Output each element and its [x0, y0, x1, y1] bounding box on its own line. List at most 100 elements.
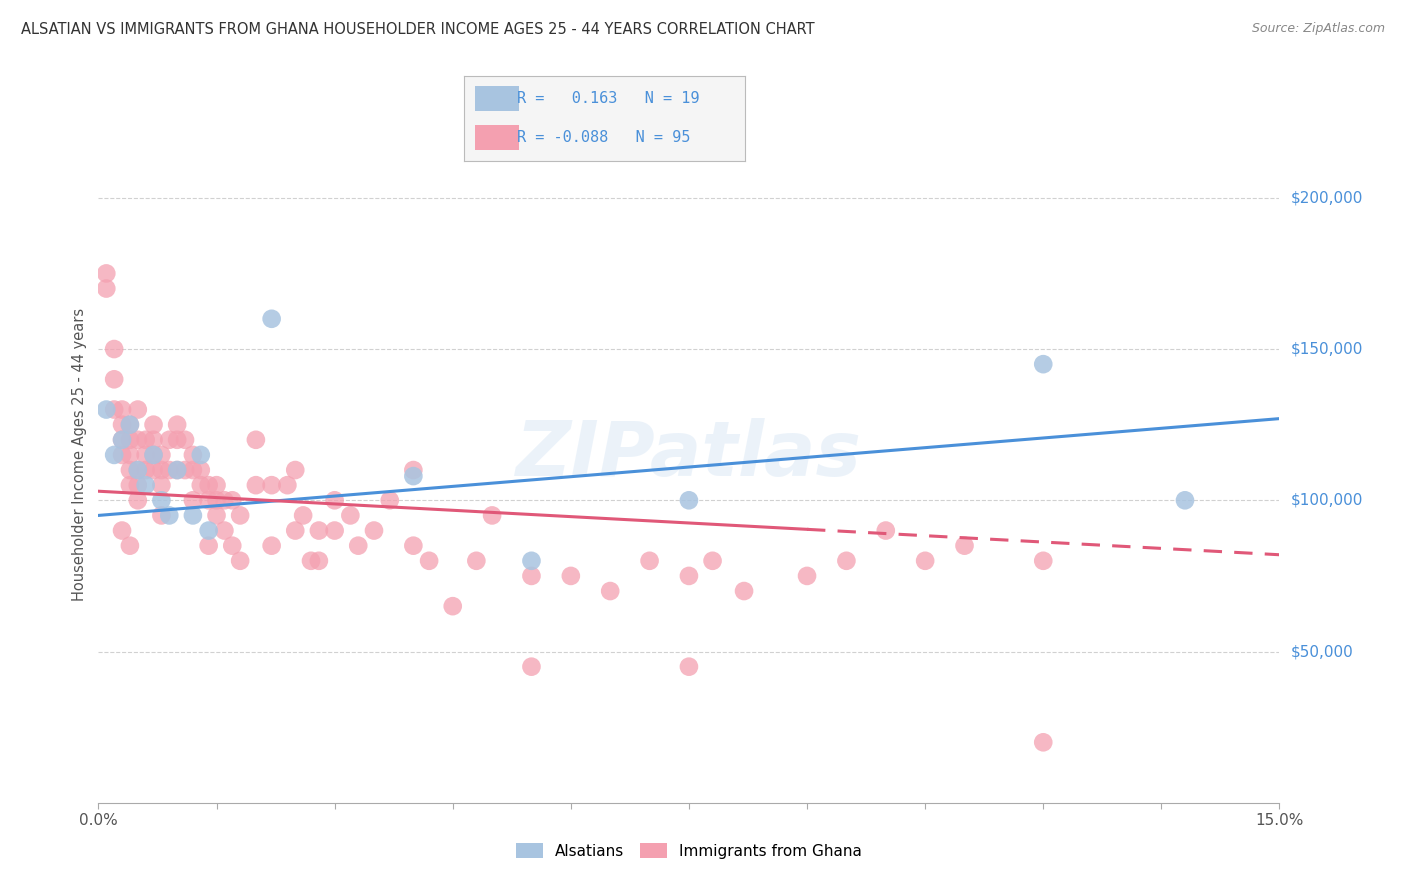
- Point: [245, 433, 267, 447]
- Point: [127, 463, 149, 477]
- Point: [150, 493, 173, 508]
- Point: [678, 569, 700, 583]
- Point: [142, 448, 165, 462]
- Point: [197, 478, 219, 492]
- Point: [157, 508, 180, 523]
- Point: [299, 554, 322, 568]
- Point: [157, 433, 180, 447]
- Point: [118, 539, 141, 553]
- Point: [323, 493, 346, 508]
- Point: [181, 493, 204, 508]
- Point: [520, 569, 543, 583]
- Y-axis label: Householder Income Ages 25 - 44 years: Householder Income Ages 25 - 44 years: [72, 309, 87, 601]
- Point: [599, 584, 621, 599]
- Point: [142, 448, 165, 462]
- Text: $100,000: $100,000: [1291, 492, 1362, 508]
- Point: [1032, 357, 1054, 371]
- Point: [1032, 554, 1054, 568]
- Point: [678, 659, 700, 673]
- Point: [221, 539, 243, 553]
- Point: [197, 524, 219, 538]
- Point: [402, 539, 425, 553]
- Text: ALSATIAN VS IMMIGRANTS FROM GHANA HOUSEHOLDER INCOME AGES 25 - 44 YEARS CORRELAT: ALSATIAN VS IMMIGRANTS FROM GHANA HOUSEH…: [21, 22, 814, 37]
- Bar: [475, 125, 519, 151]
- Point: [875, 524, 897, 538]
- Point: [284, 463, 307, 477]
- Point: [1032, 735, 1054, 749]
- Bar: [475, 86, 519, 112]
- Point: [276, 478, 298, 492]
- Point: [135, 478, 157, 492]
- Point: [308, 554, 330, 568]
- Point: [174, 463, 197, 477]
- Point: [378, 493, 401, 508]
- Point: [166, 417, 188, 432]
- Point: [347, 539, 370, 553]
- Point: [363, 524, 385, 538]
- Point: [205, 478, 228, 492]
- Point: [135, 448, 157, 462]
- Point: [402, 469, 425, 483]
- Point: [638, 554, 661, 568]
- Point: [190, 478, 212, 492]
- Point: [127, 433, 149, 447]
- Text: $150,000: $150,000: [1291, 342, 1362, 357]
- Point: [96, 281, 118, 295]
- Point: [835, 554, 858, 568]
- Point: [323, 524, 346, 538]
- Point: [733, 584, 755, 599]
- Point: [118, 463, 141, 477]
- Point: [520, 659, 543, 673]
- Point: [260, 478, 283, 492]
- Point: [142, 463, 165, 477]
- Point: [1174, 493, 1197, 508]
- Point: [135, 433, 157, 447]
- Point: [111, 433, 134, 447]
- Point: [142, 433, 165, 447]
- Point: [953, 539, 976, 553]
- Point: [678, 493, 700, 508]
- Point: [118, 448, 141, 462]
- Point: [796, 569, 818, 583]
- Point: [214, 524, 236, 538]
- Point: [118, 417, 141, 432]
- Point: [190, 463, 212, 477]
- Point: [214, 493, 236, 508]
- Point: [127, 402, 149, 417]
- Point: [118, 478, 141, 492]
- Point: [166, 433, 188, 447]
- Point: [103, 448, 125, 462]
- Point: [292, 508, 315, 523]
- Text: R = -0.088   N = 95: R = -0.088 N = 95: [517, 130, 690, 145]
- Point: [520, 554, 543, 568]
- Text: ZIPatlas: ZIPatlas: [516, 418, 862, 491]
- Text: Source: ZipAtlas.com: Source: ZipAtlas.com: [1251, 22, 1385, 36]
- Point: [96, 402, 118, 417]
- Point: [111, 402, 134, 417]
- Point: [181, 463, 204, 477]
- Legend: Alsatians, Immigrants from Ghana: Alsatians, Immigrants from Ghana: [509, 837, 869, 864]
- Point: [465, 554, 488, 568]
- Point: [127, 463, 149, 477]
- Point: [190, 448, 212, 462]
- Point: [339, 508, 361, 523]
- Point: [118, 433, 141, 447]
- Point: [229, 508, 252, 523]
- Text: R =   0.163   N = 19: R = 0.163 N = 19: [517, 91, 700, 106]
- Point: [103, 402, 125, 417]
- Point: [111, 524, 134, 538]
- Text: $50,000: $50,000: [1291, 644, 1354, 659]
- Point: [127, 478, 149, 492]
- Point: [174, 433, 197, 447]
- Point: [205, 493, 228, 508]
- Point: [181, 448, 204, 462]
- Point: [481, 508, 503, 523]
- Point: [166, 463, 188, 477]
- Point: [702, 554, 724, 568]
- Point: [150, 463, 173, 477]
- Point: [157, 463, 180, 477]
- Point: [96, 267, 118, 281]
- Point: [221, 493, 243, 508]
- Point: [111, 433, 134, 447]
- Point: [197, 493, 219, 508]
